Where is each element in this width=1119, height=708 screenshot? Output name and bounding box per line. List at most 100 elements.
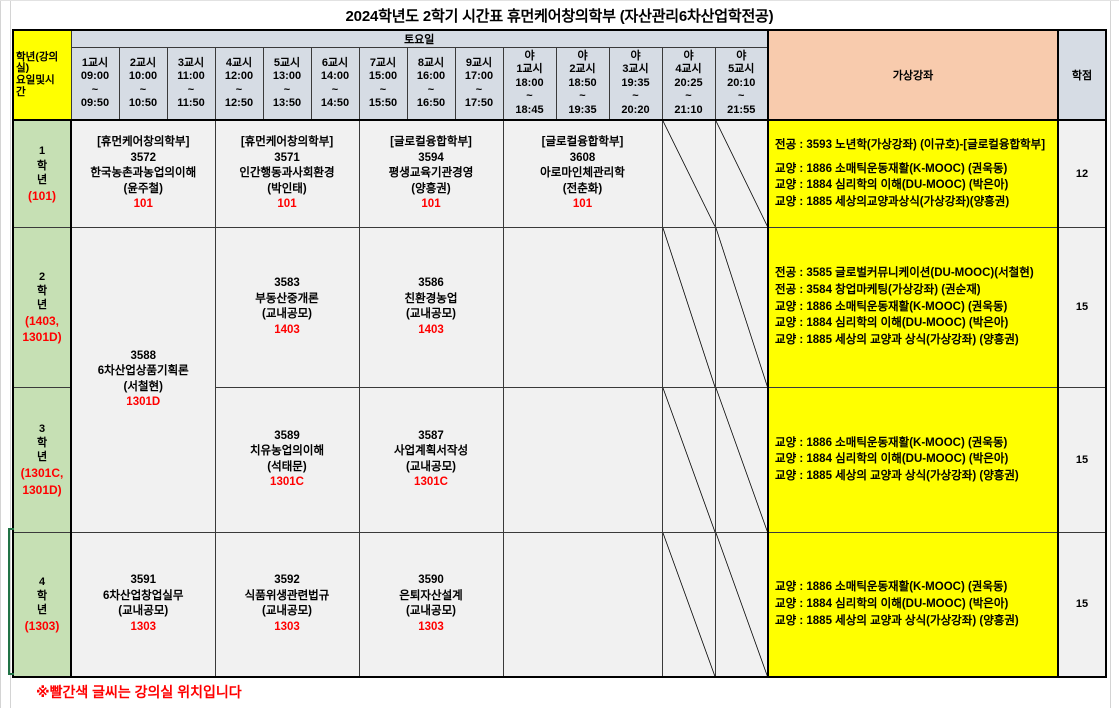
course-name: 6차산업창업실무 <box>103 589 184 602</box>
course-prof: (교내공모) <box>262 605 312 618</box>
night-prefix: 야 <box>577 50 588 62</box>
course-cell-3608[interactable]: [글로컬융합학부] 3608 아로마인체관리학 (전춘화) 101 <box>502 119 663 228</box>
night-prefix: 야 <box>524 50 535 62</box>
year-room: (1301C, <box>20 466 64 481</box>
virtual-courses-3[interactable]: 교양 : 1886 소매틱운동재활(K-MOOC) (권욱동) 교양 : 188… <box>767 386 1059 533</box>
course-room: 1303 <box>418 620 444 633</box>
period-end: 13:50 <box>272 96 302 109</box>
period-start: 15:00 <box>368 70 398 83</box>
strikethrough-diagonal-icon <box>716 533 767 676</box>
period-header-1: 1교시 09:00 ~ 09:50 <box>70 47 120 122</box>
strikethrough-diagonal-icon <box>663 228 714 387</box>
credit-value-3: 15 <box>1057 386 1107 533</box>
period-tilde: ~ <box>139 83 147 96</box>
virtual-line: 전공 : 3593 노년학(가상강좌) (이규호)-[글로컬융합학부] <box>775 138 1046 151</box>
course-cell-3588[interactable]: 3588 6차산업상품기획론 (서철현) 1301D <box>70 226 216 533</box>
period-name: 2교시 <box>569 63 596 76</box>
year-room: (1403, <box>24 313 60 328</box>
period-tilde: ~ <box>475 83 483 96</box>
empty-night-cell-5[interactable] <box>714 386 769 533</box>
empty-cell-row3[interactable] <box>502 386 663 533</box>
year-hak: 학 <box>36 590 48 603</box>
period-end: 14:50 <box>320 96 350 109</box>
empty-night-cell-5[interactable] <box>714 119 769 228</box>
course-room: 101 <box>277 198 297 211</box>
year-label-4: 4 학 년 (1303) <box>12 531 72 679</box>
table-row: 1 학 년 (101) [휴먼케어창의학부] 3572 한국농촌과농업의이해 (… <box>12 119 1107 228</box>
empty-night-cell-4[interactable] <box>661 531 716 679</box>
course-cell-3572[interactable]: [휴먼케어창의학부] 3572 한국농촌과농업의이해 (윤주철) 101 <box>70 119 216 228</box>
gridline <box>10 0 11 708</box>
strikethrough-diagonal-icon <box>663 388 714 532</box>
course-room: 1301D <box>126 396 161 409</box>
course-cell-3589[interactable]: 3589 치유농업의이해 (석태문) 1301C <box>214 386 360 533</box>
empty-cell-row2[interactable] <box>502 226 663 388</box>
course-room: 101 <box>572 198 593 211</box>
night-prefix: 야 <box>630 50 641 62</box>
period-start: 19:35 <box>621 76 650 89</box>
course-cell-3586[interactable]: 3586 친환경농업 (교내공모) 1403 <box>358 226 504 388</box>
virtual-courses-4[interactable]: 교양 : 1886 소매틱운동재활(K-MOOC) (권욱동) 교양 : 188… <box>767 531 1059 679</box>
virtual-line: 교양 : 1885 세상의 교양과 상식(가상강좌) (양흥권) <box>775 334 1019 347</box>
period-start: 20:10 <box>727 76 756 89</box>
virtual-courses-1[interactable]: 전공 : 3593 노년학(가상강좌) (이규호)-[글로컬융합학부] 교양 :… <box>767 119 1059 228</box>
period-start: 17:00 <box>464 70 494 83</box>
virtual-line: 교양 : 1885 세상의교양과상식(가상강좌)(양흥권) <box>775 195 1010 208</box>
course-code: 3592 <box>274 574 300 587</box>
strikethrough-diagonal-icon <box>663 122 714 227</box>
year-room-2: 1301D) <box>22 330 62 345</box>
virtual-line: 교양 : 1886 소매틱운동재활(K-MOOC) (권욱동) <box>775 162 1008 175</box>
empty-night-cell-4[interactable] <box>661 119 716 228</box>
empty-cell-row4[interactable] <box>502 531 663 679</box>
course-cell-3592[interactable]: 3592 식품위생관련법규 (교내공모) 1303 <box>214 531 360 679</box>
period-name: 5교시 <box>728 63 755 76</box>
virtual-line: 교양 : 1886 소매틱운동재활(K-MOOC) (권욱동) <box>775 436 1008 449</box>
virtual-line: 교양 : 1886 소매틱운동재활(K-MOOC) (권욱동) <box>775 300 1008 313</box>
header-row-periods: 1교시 09:00 ~ 09:50 2교시 10:00 ~ 10:50 3교시 … <box>13 47 1106 122</box>
period-header-7: 7교시 15:00 ~ 15:50 <box>358 47 408 122</box>
course-dept: [휴먼케어창의학부] <box>97 135 190 148</box>
period-start: 14:00 <box>320 70 350 83</box>
period-header-4: 4교시 12:00 ~ 12:50 <box>214 47 264 122</box>
period-end: 18:45 <box>515 103 544 116</box>
virtual-spacer <box>775 154 1051 161</box>
empty-night-cell-5[interactable] <box>714 226 769 388</box>
course-prof: (석태문) <box>267 460 307 473</box>
period-name: 4교시 <box>225 56 253 69</box>
course-cell-3571[interactable]: [휴먼케어창의학부] 3571 인간행동과사회환경 (박인태) 101 <box>214 119 360 228</box>
night-period-header-4: 야 4교시 20:25 ~ 21:10 <box>661 47 716 122</box>
virtual-line: 교양 : 1885 세상의 교양과 상식(가상강좌) (양흥권) <box>775 469 1019 482</box>
course-prof: (양흥권) <box>411 182 451 195</box>
course-name: 평생교육기관경영 <box>388 167 474 180</box>
period-tilde: ~ <box>283 83 291 96</box>
course-name: 식품위생관련법규 <box>244 589 330 602</box>
course-prof: (윤주철) <box>123 182 163 195</box>
empty-night-cell-5[interactable] <box>714 531 769 679</box>
period-end: 20:20 <box>621 103 650 116</box>
course-prof: (박인태) <box>267 182 307 195</box>
course-code: 3594 <box>418 151 444 164</box>
period-name: 4교시 <box>675 63 702 76</box>
year-room: (101) <box>27 188 56 203</box>
corner-top-label: 요일및시간 <box>16 74 55 98</box>
empty-night-cell-4[interactable] <box>661 226 716 388</box>
year-number: 2 <box>38 270 46 283</box>
course-cell-3594[interactable]: [글로컬융합학부] 3594 평생교육기관경영 (양흥권) 101 <box>358 119 504 228</box>
year-nyeon: 년 <box>36 298 48 311</box>
period-tilde: ~ <box>427 83 435 96</box>
period-tilde: ~ <box>579 90 586 103</box>
period-header-8: 8교시 16:00 ~ 16:50 <box>406 47 456 122</box>
course-room: 1303 <box>274 620 300 633</box>
period-name: 3교시 <box>177 56 205 69</box>
course-cell-3587[interactable]: 3587 사업계획서작성 (교내공모) 1301C <box>358 386 504 533</box>
course-cell-3590[interactable]: 3590 은퇴자산설계 (교내공모) 1303 <box>358 531 504 679</box>
year-nyeon: 년 <box>36 173 48 186</box>
course-cell-3591[interactable]: 3591 6차산업창업실무 (교내공모) 1303 <box>70 531 216 679</box>
virtual-courses-2[interactable]: 전공 : 3585 글로벌커뮤니케이션(DU-MOOC)(서철현) 전공 : 3… <box>767 226 1059 388</box>
period-tilde: ~ <box>685 90 692 103</box>
course-prof: (교내공모) <box>406 605 456 618</box>
course-cell-3583[interactable]: 3583 부동산중개론 (교내공모) 1403 <box>214 226 360 388</box>
empty-night-cell-4[interactable] <box>661 386 716 533</box>
strikethrough-diagonal-icon <box>716 122 767 227</box>
virtual-line: 전공 : 3584 창업마케팅(가상강좌) (권순재) <box>775 284 981 297</box>
